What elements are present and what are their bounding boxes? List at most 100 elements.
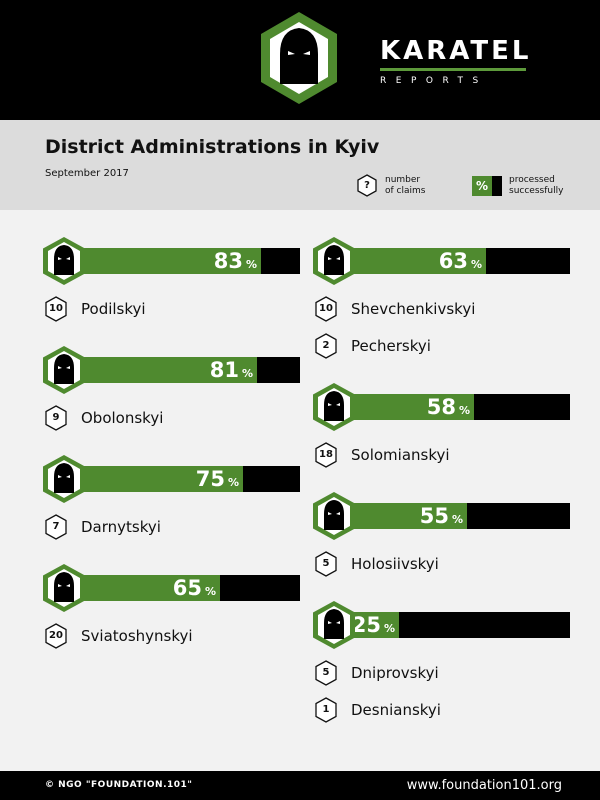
hooded-figure-icon xyxy=(43,346,85,394)
bar-track xyxy=(72,248,300,274)
legend-pct-swatch: % xyxy=(472,176,502,196)
bar-value: 25 xyxy=(351,613,381,637)
page-title: District Administrations in Kyiv xyxy=(45,136,380,158)
bar xyxy=(72,466,243,492)
bar-value-label: 25% xyxy=(312,612,395,638)
bar-group: 25% xyxy=(312,600,570,650)
bar xyxy=(72,357,257,383)
bar xyxy=(342,394,474,420)
legend-claims-marker: ? xyxy=(364,180,370,191)
karatel-logo-icon xyxy=(261,12,337,104)
bar-value-label: 83% xyxy=(42,248,257,274)
district-row: 18 Solomianskyi xyxy=(315,442,545,468)
bar-value-label: 63% xyxy=(312,248,482,274)
district-name: Obolonskyi xyxy=(81,409,164,427)
district-name: Solomianskyi xyxy=(351,446,450,464)
district-row: 9 Obolonskyi xyxy=(45,405,275,431)
claims-hex-icon xyxy=(315,296,337,322)
bar-value: 75 xyxy=(195,467,225,491)
hooded-figure-icon xyxy=(313,383,355,431)
district-row: 20 Sviatoshynskyi xyxy=(45,623,275,649)
claims-hex-icon xyxy=(315,697,337,723)
district-name: Desnianskyi xyxy=(351,701,441,719)
brand-subtitle: REPORTS xyxy=(380,76,488,86)
footer-copyright: © NGO "FOUNDATION.101" xyxy=(45,780,193,790)
bar-group: 63% xyxy=(312,236,570,286)
bar-value-label: 81% xyxy=(42,357,253,383)
legend-claims-line2: of claims xyxy=(385,186,426,196)
district-claims-count: 9 xyxy=(52,412,60,423)
bar-group: 75% xyxy=(42,454,300,504)
bar-unit: % xyxy=(458,404,470,417)
district-claims-count: 10 xyxy=(319,303,333,314)
bar-value-label: 58% xyxy=(312,394,470,420)
bar-unit: % xyxy=(227,476,239,489)
bar-track xyxy=(72,466,300,492)
district-name: Darnytskyi xyxy=(81,518,161,536)
legend-claims-line1: number xyxy=(385,175,421,185)
claims-hex-icon xyxy=(45,514,67,540)
bar-value-label: 55% xyxy=(312,503,463,529)
bar xyxy=(72,575,220,601)
bar-value: 63 xyxy=(438,249,468,273)
bar-group: 58% xyxy=(312,382,570,432)
brand-name: KARATEL xyxy=(380,36,532,66)
district-name: Podilskyi xyxy=(81,300,146,318)
legend-pct-marker: % xyxy=(472,176,492,196)
bar-value: 81 xyxy=(209,358,239,382)
bar xyxy=(72,248,261,274)
hooded-figure-icon xyxy=(313,237,355,285)
bar-value: 58 xyxy=(426,395,456,419)
district-claims-count: 18 xyxy=(319,449,333,460)
legend-processed-label: processed successfully xyxy=(509,175,563,197)
bar-value: 83 xyxy=(213,249,243,273)
legend-processed-line1: processed xyxy=(509,175,555,185)
header-band: KARATEL REPORTS xyxy=(0,0,600,120)
district-row: 10 Shevchenkivskyi xyxy=(315,296,545,322)
bar-unit: % xyxy=(383,622,395,635)
bar xyxy=(342,248,486,274)
bar-group: 55% xyxy=(312,491,570,541)
district-row: 7 Darnytskyi xyxy=(45,514,275,540)
district-claims-count: 20 xyxy=(49,630,63,641)
bar-group: 83% xyxy=(42,236,300,286)
hooded-figure-icon xyxy=(313,492,355,540)
footer-website[interactable]: www.foundation101.org xyxy=(406,778,562,793)
district-claims-count: 10 xyxy=(49,303,63,314)
bar-track xyxy=(72,575,300,601)
bar-track xyxy=(342,248,570,274)
page-date: September 2017 xyxy=(45,168,129,179)
district-name: Holosiivskyi xyxy=(351,555,439,573)
bar-track xyxy=(342,612,570,638)
hooded-figure-icon xyxy=(313,601,355,649)
bar-value-label: 65% xyxy=(42,575,216,601)
bar-track xyxy=(342,394,570,420)
legend-processed-line2: successfully xyxy=(509,186,564,196)
bar-group: 65% xyxy=(42,563,300,613)
bar xyxy=(342,503,467,529)
district-row: 1 Desnianskyi xyxy=(315,697,545,723)
bar-value: 55 xyxy=(419,504,449,528)
bar-unit: % xyxy=(204,585,216,598)
district-name: Sviatoshynskyi xyxy=(81,627,193,645)
district-claims-count: 5 xyxy=(322,558,330,569)
bar-unit: % xyxy=(451,513,463,526)
district-claims-count: 5 xyxy=(322,667,330,678)
bar-track xyxy=(72,357,300,383)
legend-claims-hex-icon xyxy=(357,174,377,197)
brand: KARATEL REPORTS xyxy=(380,36,530,87)
claims-hex-icon xyxy=(315,660,337,686)
claims-hex-icon xyxy=(45,405,67,431)
district-row: 2 Pecherskyi xyxy=(315,333,545,359)
legend-claims-label: number of claims xyxy=(385,175,425,197)
district-row: 10 Podilskyi xyxy=(45,296,275,322)
bar-group: 81% xyxy=(42,345,300,395)
hooded-figure-icon xyxy=(43,455,85,503)
footer-band: © NGO "FOUNDATION.101" www.foundation101… xyxy=(0,771,600,800)
brand-divider xyxy=(380,68,526,71)
bar-value: 65 xyxy=(172,576,202,600)
bar-unit: % xyxy=(245,258,257,271)
hooded-figure-icon xyxy=(43,564,85,612)
claims-hex-icon xyxy=(45,296,67,322)
bar-track xyxy=(342,503,570,529)
